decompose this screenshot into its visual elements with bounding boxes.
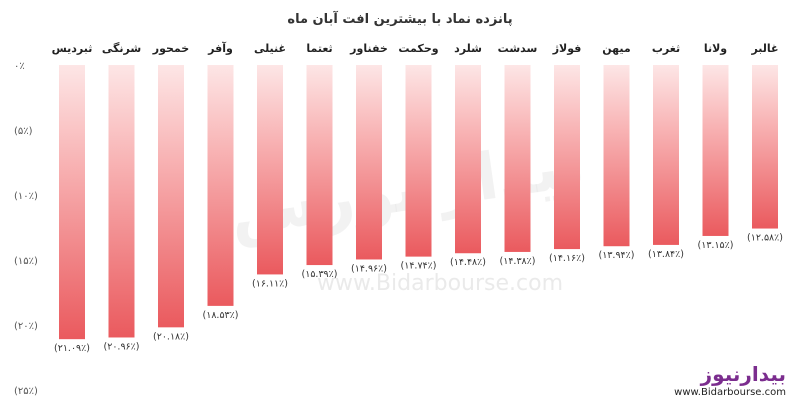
brand-logo: بیدارنیوز www.Bidarbourse.com (664, 360, 790, 402)
category-label: غالبر (750, 42, 778, 55)
category-label: خمحور (152, 42, 189, 55)
bar (603, 65, 630, 247)
bar (653, 65, 679, 245)
bars: غالبر (۱۲.۵۸٪) ولانا (۱۳.۱۵٪) ثغرب (۱۳.۸۴٪) می… (52, 41, 783, 354)
data-label: (۱۴.۷۴٪) (401, 261, 437, 272)
y-tick-label: (۲۵٪) (14, 386, 38, 397)
y-axis: ۰٪ (۵٪) (۱۰٪) (۱۵٪) (۲۰٪) (۲۵٪) (14, 61, 38, 397)
bar (306, 65, 333, 266)
data-label: (۱۴.۳۸٪) (500, 256, 536, 267)
category-label: ثبردیس (52, 42, 93, 55)
data-label: (۱۵.۳۹٪) (302, 269, 338, 280)
category-label: وحکمت (398, 42, 438, 55)
bar (108, 65, 135, 338)
category-label: شرنگی (102, 42, 141, 55)
bar (752, 65, 778, 229)
y-tick-label: (۲۰٪) (14, 321, 38, 332)
bar (207, 65, 234, 306)
bar (554, 65, 580, 250)
data-label: (۱۴.۴۸٪) (450, 257, 486, 268)
category-label: فولاژ (552, 42, 582, 55)
y-tick-label: (۵٪) (14, 126, 33, 137)
category-label: خفناور (349, 42, 388, 55)
bar (59, 65, 85, 340)
data-label: (۲۰.۱۸٪) (153, 331, 189, 342)
category-label: وآفر (207, 41, 233, 55)
chart-title: پانزده نماد با بیشترین افت آبان ماه (287, 10, 512, 27)
data-label: (۱۳.۸۴٪) (648, 249, 684, 260)
bar (257, 65, 283, 275)
y-tick-label: (۱۵٪) (14, 256, 38, 267)
category-label: ولانا (704, 42, 727, 55)
y-tick-label: (۱۰٪) (14, 191, 38, 202)
data-label: (۱۴.۹۶٪) (351, 263, 387, 274)
data-label: (۱۴.۱۶٪) (549, 253, 585, 264)
watermark-url: www.Bidarbourse.com (317, 271, 563, 296)
bar (702, 65, 729, 236)
bar (158, 65, 184, 328)
data-label: (۱۳.۱۵٪) (698, 240, 734, 251)
data-label: (۱۸.۵۳٪) (203, 310, 239, 321)
category-label: شلرد (454, 42, 482, 55)
category-label: غنیلی (254, 42, 286, 55)
category-label: ثعتما (306, 42, 332, 55)
category-label: ثغرب (652, 42, 680, 55)
y-tick-label: ۰٪ (14, 61, 25, 72)
data-label: (۲۱.۰۹٪) (54, 343, 90, 354)
logo-brand: بیدارنیوز (700, 362, 786, 386)
logo-url: www.Bidarbourse.com (674, 387, 786, 398)
category-label: میهن (602, 42, 630, 55)
data-label: (۱۶.۱۱٪) (252, 278, 288, 289)
category-label: سدشت (498, 42, 538, 55)
bar (504, 65, 531, 252)
data-label: (۲۰.۹۶٪) (104, 341, 140, 352)
data-label: (۱۲.۵۸٪) (747, 233, 783, 244)
data-label: (۱۳.۹۴٪) (599, 250, 635, 261)
bar (405, 65, 432, 257)
bar (455, 65, 481, 254)
bar (356, 65, 382, 260)
